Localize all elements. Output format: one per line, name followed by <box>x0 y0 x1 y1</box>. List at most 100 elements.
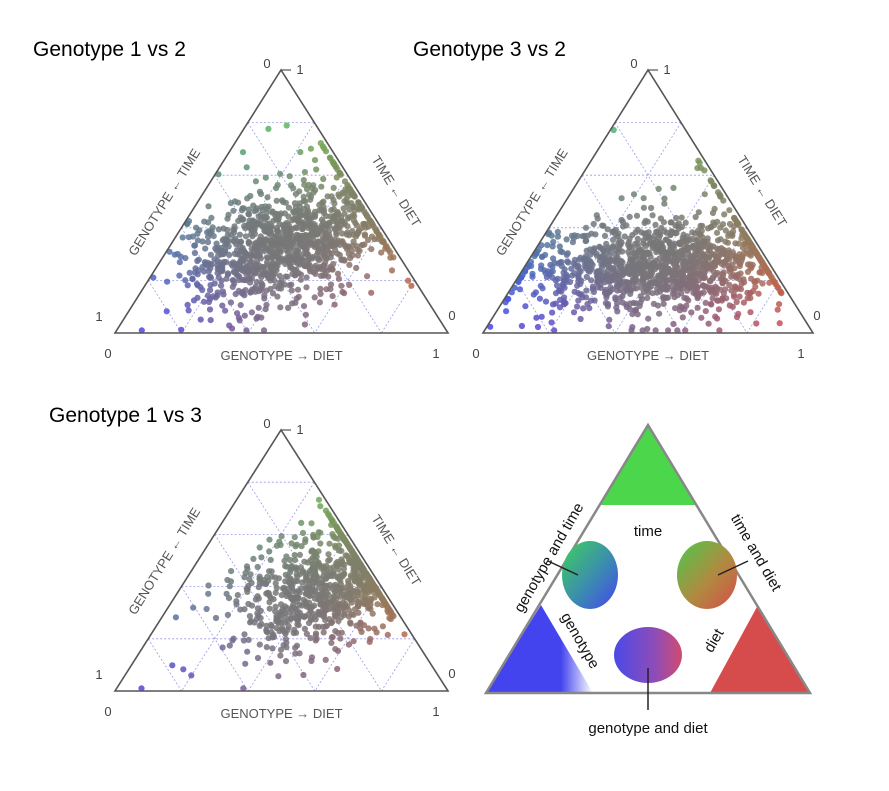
data-point <box>278 282 285 289</box>
data-point <box>317 540 324 547</box>
data-point <box>277 304 284 311</box>
data-point <box>290 208 297 215</box>
data-point <box>626 213 633 220</box>
data-point <box>706 277 713 284</box>
data-point <box>570 309 578 316</box>
data-point <box>205 268 212 275</box>
data-point <box>191 249 198 257</box>
data-point <box>360 598 368 605</box>
data-point <box>213 247 220 254</box>
data-point <box>307 607 314 614</box>
data-point <box>554 275 561 282</box>
data-point <box>730 228 737 235</box>
data-point <box>308 230 315 237</box>
data-point <box>306 599 313 606</box>
tick-bottom-right: 1 <box>797 346 804 361</box>
data-point <box>633 212 641 219</box>
data-point <box>305 262 312 269</box>
legend-label-genotype-and-diet: genotype and diet <box>588 720 708 737</box>
data-point <box>636 247 643 254</box>
data-point <box>202 245 209 252</box>
data-point <box>319 228 326 235</box>
data-point <box>719 295 726 302</box>
data-point <box>229 262 236 269</box>
data-point <box>338 221 345 228</box>
data-point <box>278 592 285 599</box>
data-point <box>263 301 270 309</box>
data-point <box>676 279 683 286</box>
data-point <box>654 302 662 309</box>
data-point <box>568 265 575 272</box>
data-point <box>554 282 561 289</box>
data-point <box>328 193 335 200</box>
data-point <box>771 279 778 286</box>
data-point <box>648 268 655 275</box>
data-point <box>300 671 307 679</box>
data-point <box>288 540 295 547</box>
data-point <box>231 223 238 230</box>
data-point <box>679 314 686 321</box>
data-point <box>310 561 317 568</box>
data-point <box>283 639 290 646</box>
data-point <box>350 204 357 211</box>
data-point <box>578 291 585 298</box>
data-point <box>212 614 220 622</box>
data-point <box>583 287 590 294</box>
data-point <box>272 603 279 610</box>
data-point <box>380 238 387 245</box>
data-point <box>277 646 285 653</box>
data-point <box>344 199 351 206</box>
data-point <box>630 285 637 292</box>
data-point <box>348 547 355 554</box>
data-point <box>250 555 257 563</box>
data-point <box>735 240 742 247</box>
data-point <box>639 327 646 334</box>
grid-line <box>147 280 182 334</box>
data-point <box>694 236 701 243</box>
data-point <box>522 303 529 310</box>
data-point <box>228 325 236 332</box>
data-point <box>206 306 214 313</box>
data-point <box>338 572 345 579</box>
data-point <box>234 592 241 599</box>
data-point <box>689 274 696 281</box>
data-point <box>265 125 272 132</box>
data-point <box>205 590 212 597</box>
data-point <box>293 566 301 573</box>
data-point <box>710 268 717 275</box>
data-point <box>620 223 627 230</box>
data-point <box>612 258 619 265</box>
data-point <box>542 270 549 277</box>
data-point <box>303 186 311 193</box>
legend-blob-genotype-diet <box>614 627 682 683</box>
data-point <box>563 236 570 243</box>
data-point <box>662 236 669 243</box>
data-point <box>324 571 331 579</box>
data-point <box>265 203 272 210</box>
data-point <box>274 181 281 189</box>
data-point <box>326 616 333 623</box>
data-point <box>280 584 288 591</box>
data-point <box>243 563 251 570</box>
data-point <box>231 250 239 257</box>
data-point <box>335 566 342 573</box>
data-point <box>264 194 271 201</box>
data-point <box>677 285 684 292</box>
data-point <box>327 240 334 247</box>
data-point <box>240 637 247 644</box>
data-point <box>271 270 278 277</box>
data-point <box>265 271 272 278</box>
data-point <box>538 313 545 320</box>
data-point <box>606 316 613 323</box>
data-point <box>346 281 353 288</box>
data-point <box>271 234 278 241</box>
data-point <box>554 228 561 236</box>
data-point <box>656 230 663 237</box>
data-point <box>348 554 355 561</box>
data-point <box>348 574 355 581</box>
data-point <box>733 298 740 306</box>
data-point <box>549 309 556 316</box>
data-point <box>357 581 364 588</box>
data-point <box>278 533 285 540</box>
data-point <box>258 314 265 321</box>
